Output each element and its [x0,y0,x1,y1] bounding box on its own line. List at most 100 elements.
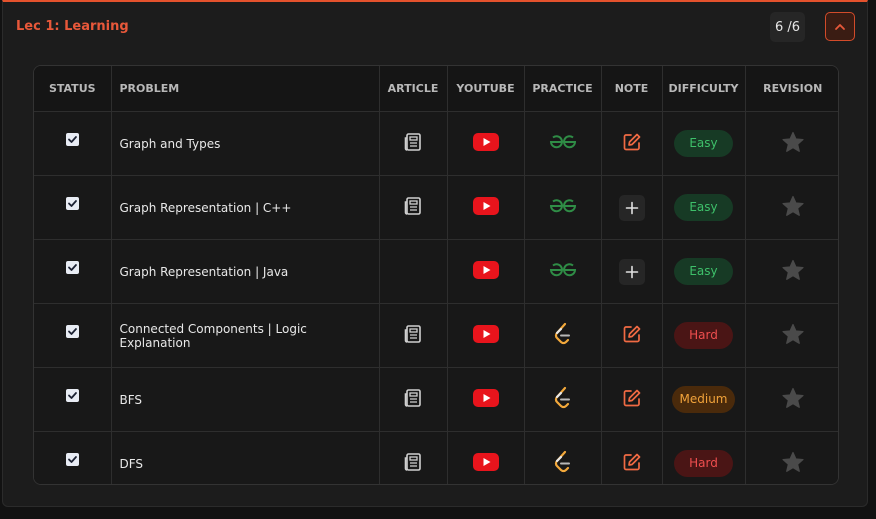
table-row: Graph Representation | C++ [34,175,838,240]
add-note-button[interactable] [618,258,645,285]
check-icon [67,263,77,271]
youtube-icon[interactable] [472,453,499,474]
article-cell [379,431,448,484]
problem-name: BFS [111,367,380,432]
gfg-icon[interactable] [549,198,577,217]
youtube-cell [447,111,525,176]
youtube-cell [447,239,525,304]
status-cell [34,175,112,240]
article-cell [379,111,448,176]
status-cell [34,239,112,304]
plus-icon [625,265,638,278]
leetcode-icon[interactable] [553,386,573,413]
col-note: NOTE [601,66,663,112]
difficulty-badge: Medium [671,386,736,413]
article-cell [379,175,448,240]
status-checkbox[interactable] [65,260,79,274]
practice-cell [524,367,602,432]
revision-cell [745,303,838,368]
youtube-cell [447,175,525,240]
difficulty-cell: Easy [662,111,746,176]
add-note-button[interactable] [618,194,645,221]
note-cell [601,303,663,368]
difficulty-badge: Easy [674,130,733,157]
status-checkbox[interactable] [65,196,79,210]
check-icon [67,135,77,143]
practice-cell [524,111,602,176]
problem-name: Graph and Types [111,111,380,176]
practice-cell [524,175,602,240]
problem-name: Graph Representation | Java [111,239,380,304]
star-icon[interactable] [781,387,805,413]
revision-cell [745,367,838,432]
star-icon[interactable] [781,451,805,477]
revision-cell [745,175,838,240]
status-cell [34,367,112,432]
note-cell [601,111,663,176]
youtube-icon[interactable] [472,133,499,154]
lecture-title[interactable]: Lec 1: Learning [16,19,129,34]
problems-table-container: STATUS PROBLEM ARTICLE YOUTUBE PRACTICE … [33,65,839,485]
col-revision: REVISION [745,66,838,112]
note-cell [601,431,663,484]
gfg-icon[interactable] [549,262,577,281]
article-cell [379,239,448,304]
table-row: DFS [34,431,838,484]
youtube-icon[interactable] [472,389,499,410]
collapse-button[interactable] [825,12,855,41]
leetcode-icon[interactable] [553,322,573,349]
plus-icon [625,201,638,214]
check-icon [67,327,77,335]
edit-note-icon[interactable] [622,452,642,475]
practice-cell [524,431,602,484]
difficulty-badge: Easy [674,258,733,285]
edit-note-icon[interactable] [622,324,642,347]
star-icon[interactable] [781,323,805,349]
problem-name: DFS [111,431,380,484]
col-article: ARTICLE [379,66,448,112]
status-checkbox[interactable] [65,388,79,402]
table-row: Graph Representation | Java [34,239,838,304]
col-youtube: YOUTUBE [447,66,525,112]
table-row: Connected Components | Logic Explanation [34,303,838,368]
article-icon[interactable] [403,132,423,155]
difficulty-badge: Hard [674,450,733,477]
difficulty-badge: Hard [674,322,733,349]
practice-cell [524,239,602,304]
youtube-icon[interactable] [472,261,499,282]
difficulty-cell: Easy [662,175,746,240]
youtube-cell [447,303,525,368]
lecture-panel: Lec 1: Learning 6 /6 STATUS PROBLEM ARTI… [2,0,868,507]
difficulty-cell: Hard [662,431,746,484]
leetcode-icon[interactable] [553,450,573,477]
difficulty-cell: Easy [662,239,746,304]
status-checkbox[interactable] [65,132,79,146]
star-icon[interactable] [781,131,805,157]
chevron-up-icon [835,23,845,30]
status-checkbox[interactable] [65,324,79,338]
practice-cell [524,303,602,368]
status-cell [34,431,112,484]
table-header-row: STATUS PROBLEM ARTICLE YOUTUBE PRACTICE … [34,66,838,112]
article-icon[interactable] [403,196,423,219]
gfg-icon[interactable] [549,134,577,153]
table-row: Graph and Types [34,111,838,176]
status-checkbox[interactable] [65,452,79,466]
edit-note-icon[interactable] [622,388,642,411]
col-difficulty: DIFFICULTY [662,66,746,112]
youtube-icon[interactable] [472,325,499,346]
article-icon[interactable] [403,324,423,347]
article-icon[interactable] [403,388,423,411]
youtube-cell [447,431,525,484]
note-cell [601,175,663,240]
youtube-icon[interactable] [472,197,499,218]
revision-cell [745,111,838,176]
revision-cell [745,431,838,484]
star-icon[interactable] [781,195,805,221]
article-icon[interactable] [403,452,423,475]
note-cell [601,239,663,304]
edit-note-icon[interactable] [622,132,642,155]
check-icon [67,391,77,399]
difficulty-cell: Medium [662,367,746,432]
star-icon[interactable] [781,259,805,285]
